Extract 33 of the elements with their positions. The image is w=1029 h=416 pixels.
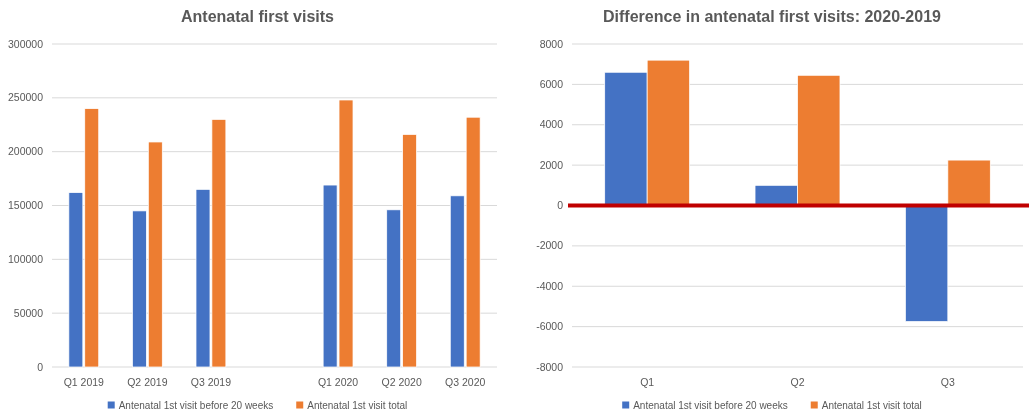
y-tick-label: 6000 xyxy=(539,77,564,90)
x-tick-label: Q1 2020 xyxy=(317,376,359,388)
y-tick-label: 300000 xyxy=(7,37,44,50)
legend-label: Antenatal 1st visit total xyxy=(307,399,408,411)
x-tick-label: Q1 2019 xyxy=(63,376,105,388)
legend-label: Antenatal 1st visit total xyxy=(821,399,922,411)
y-tick-label: 0 xyxy=(557,199,564,212)
bar xyxy=(947,159,991,206)
y-tick-label: 200000 xyxy=(7,145,44,158)
x-tick-label: Q1 xyxy=(640,376,655,388)
y-tick-label: -4000 xyxy=(536,279,564,292)
x-tick-label: Q2 xyxy=(790,376,805,388)
bar xyxy=(904,205,949,322)
y-tick-label: 2000 xyxy=(539,158,564,171)
y-tick-label: 100000 xyxy=(7,252,44,265)
legend-label: Antenatal 1st visit before 20 weeks xyxy=(118,399,274,411)
y-tick-label: 150000 xyxy=(7,199,44,212)
y-tick-label: -2000 xyxy=(536,239,564,252)
legend-label: Antenatal 1st visit before 20 weeks xyxy=(633,399,788,411)
x-tick-label: Q3 2019 xyxy=(190,376,232,388)
y-tick-label: 4000 xyxy=(539,118,564,131)
y-tick-label: -8000 xyxy=(536,360,564,373)
chart-title: Antenatal first visits xyxy=(181,8,335,25)
y-tick-label: 50000 xyxy=(13,306,44,319)
y-tick-label: 250000 xyxy=(7,91,44,104)
x-tick-label: Q2 2019 xyxy=(127,376,168,388)
y-tick-label: 8000 xyxy=(539,37,564,50)
x-tick-label: Q3 xyxy=(940,376,955,388)
x-tick-label: Q3 2020 xyxy=(445,376,486,388)
chart-title: Difference in antenatal first visits: 2020-2019 xyxy=(603,8,942,25)
y-tick-label: -6000 xyxy=(536,320,564,333)
x-tick-label: Q2 2020 xyxy=(381,376,422,388)
y-tick-label: 0 xyxy=(37,360,44,373)
